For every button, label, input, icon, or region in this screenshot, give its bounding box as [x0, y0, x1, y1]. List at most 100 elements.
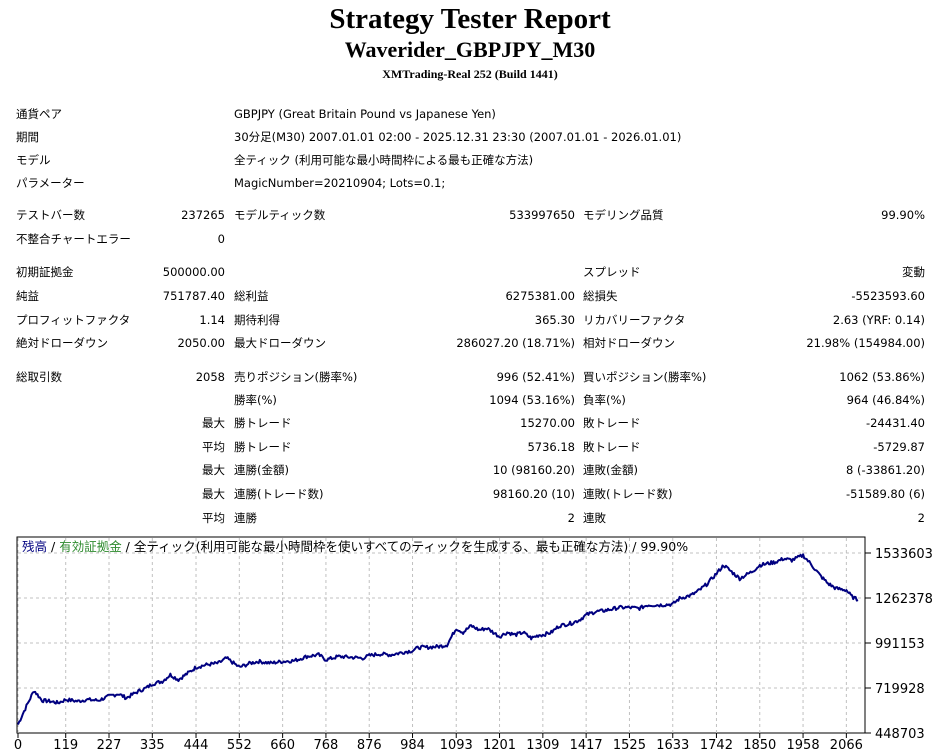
balance-chart: 1533603 1262378 991153 719928 448703 0 119 227…	[14, 536, 933, 752]
y-axis: 1533603 1262378 991153 719928 448703	[865, 547, 933, 742]
x-tick-label: 119	[53, 738, 78, 752]
abs-drawdown-label: 絶対ドローダウン	[16, 336, 108, 350]
legend-equity: 有効証拠金	[59, 539, 122, 554]
x-tick-label: 660	[270, 738, 295, 752]
chart-frame	[16, 536, 866, 734]
quality-label: モデリング品質	[583, 208, 664, 222]
avg-cons-losses-label: 連敗	[583, 511, 606, 525]
avg-loss-value: -5729.87	[873, 440, 925, 454]
max-cons-loss-label: 連敗(トレード数)	[583, 487, 673, 501]
legend-description: 全ティック(利用可能な最小時間枠を使いすべてのティックを生成する、最も正確な方法…	[133, 539, 689, 554]
report-subtitle: Waverider_GBPJPY_M30	[344, 37, 596, 62]
gross-profit-label: 総利益	[234, 289, 269, 303]
max-cons-losses-label: 連敗(金額)	[583, 463, 638, 477]
y-tick-label: 719928	[875, 682, 925, 697]
avg-cons-wins-label: 連勝	[234, 511, 257, 525]
mismatch-value: 0	[217, 232, 225, 246]
max-cons-profit-label: 連勝(トレード数)	[234, 487, 324, 501]
x-tick-label: 984	[400, 738, 425, 752]
x-tick-label: 2066	[830, 738, 863, 752]
max-drawdown-value: 286027.20 (18.71%)	[456, 336, 575, 350]
loss-rate-label: 負率(%)	[583, 393, 626, 407]
x-tick-label: 1093	[440, 738, 473, 752]
max-cons-profit-value: 98160.20 (10)	[492, 487, 575, 501]
gross-loss-value: -5523593.60	[851, 289, 925, 303]
model-label: モデル	[16, 153, 51, 167]
x-tick-label: 1958	[787, 738, 820, 752]
legend-separator: /	[121, 539, 134, 554]
gross-loss-label: 総損失	[583, 289, 618, 303]
short-positions-value: 996 (52.41%)	[496, 370, 575, 384]
x-tick-label: 335	[140, 738, 165, 752]
chart-legend: 残高 / 有効証拠金 / 全ティック(利用可能な最小時間枠を使いすべてのティック…	[22, 539, 688, 554]
short-positions-label: 売りポジション(勝率%)	[234, 370, 358, 384]
max-prefix: 最大	[202, 487, 225, 501]
abs-drawdown-value: 2050.00	[177, 336, 225, 350]
bars-label: テストバー数	[16, 208, 85, 222]
win-rate-label: 勝率(%)	[234, 393, 277, 407]
net-profit-label: 純益	[16, 289, 39, 303]
long-positions-label: 買いポジション(勝率%)	[583, 370, 707, 384]
deposit-value: 500000.00	[162, 265, 225, 279]
max-cons-losses-value: 8 (-33861.20)	[846, 463, 925, 477]
ticks-value: 533997650	[509, 208, 575, 222]
params-label: パラメーター	[16, 176, 85, 190]
x-tick-label: 876	[357, 738, 382, 752]
x-tick-label: 1742	[700, 738, 733, 752]
largest-win-value: 15270.00	[520, 416, 575, 430]
deposit-label: 初期証拠金	[16, 265, 74, 279]
avg-prefix: 平均	[202, 511, 225, 525]
spread-value: 変動	[902, 265, 925, 279]
ticks-label: モデルティック数	[234, 208, 326, 222]
max-prefix: 最大	[202, 463, 225, 477]
avg-prefix: 平均	[202, 440, 225, 454]
profit-factor-label: プロフィットファクタ	[16, 313, 131, 327]
balance-line	[17, 553, 859, 725]
mismatch-label: 不整合チャートエラー	[16, 232, 131, 246]
profit-factor-value: 1.14	[199, 313, 225, 327]
max-cons-wins-label: 連勝(金額)	[234, 463, 289, 477]
y-tick-label: 1262378	[875, 592, 933, 607]
model-value: 全ティック (利用可能な最小時間枠による最も正確な方法)	[234, 153, 534, 167]
symbol-label: 通貨ペア	[16, 107, 62, 121]
win-rate-value: 1094 (53.16%)	[489, 393, 575, 407]
symbol-value: GBPJPY (Great Britain Pound vs Japanese …	[234, 107, 496, 121]
max-cons-loss-value: -51589.80 (6)	[846, 487, 925, 501]
spread-label: スプレッド	[583, 265, 641, 279]
x-tick-label: 552	[227, 738, 252, 752]
largest-loss-value: -24431.40	[865, 416, 925, 430]
x-tick-label: 1850	[743, 738, 776, 752]
loss-rate-value: 964 (46.84%)	[846, 393, 925, 407]
total-trades-label: 総取引数	[16, 370, 62, 384]
x-tick-label: 1417	[570, 738, 603, 752]
period-value: 30分足(M30) 2007.01.01 02:00 - 2025.12.31 …	[234, 130, 682, 144]
x-tick-label: 1201	[483, 738, 516, 752]
x-tick-label: 1633	[656, 738, 689, 752]
bars-value: 237265	[181, 208, 225, 222]
largest-win-label: 勝トレード	[234, 416, 292, 430]
avg-win-value: 5736.18	[527, 440, 575, 454]
rel-drawdown-label: 相対ドローダウン	[583, 336, 675, 350]
avg-win-label: 勝トレード	[234, 440, 292, 454]
x-tick-label: 768	[314, 738, 339, 752]
quality-value: 99.90%	[881, 208, 925, 222]
params-value: MagicNumber=20210904; Lots=0.1;	[234, 176, 446, 190]
max-drawdown-label: 最大ドローダウン	[234, 336, 326, 350]
period-label: 期間	[16, 130, 39, 144]
x-tick-label: 1525	[613, 738, 646, 752]
x-tick-label: 1309	[526, 738, 559, 752]
total-trades-value: 2058	[195, 370, 225, 384]
x-tick-label: 227	[97, 738, 122, 752]
gross-profit-value: 6275381.00	[505, 289, 575, 303]
rel-drawdown-value: 21.98% (154984.00)	[806, 336, 925, 350]
y-tick-label: 1533603	[875, 547, 933, 562]
legend-separator: /	[47, 539, 60, 554]
expected-payoff-label: 期待利得	[234, 313, 280, 327]
avg-loss-label: 敗トレード	[583, 440, 641, 454]
legend-balance: 残高	[22, 539, 48, 554]
avg-cons-wins-value: 2	[567, 511, 575, 525]
net-profit-value: 751787.40	[162, 289, 225, 303]
report-title: Strategy Tester Report	[329, 3, 611, 35]
x-axis: 0 119 227 335 444 552 660 768 876 984 1093 1201 1309…	[14, 733, 863, 752]
x-tick-label: 444	[184, 738, 209, 752]
